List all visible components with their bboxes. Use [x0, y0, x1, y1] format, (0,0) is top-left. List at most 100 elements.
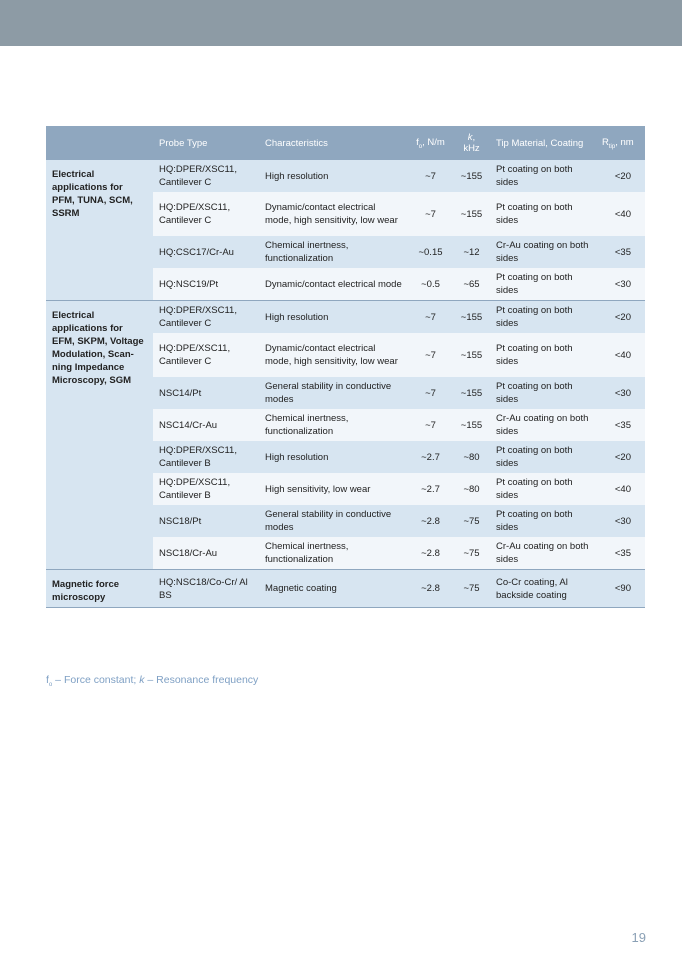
resonance-cell: ~65 — [453, 268, 490, 301]
probe-type-cell: NSC14/Cr-Au — [153, 409, 259, 441]
tip-radius-cell: <20 — [596, 441, 645, 473]
resonance-cell: ~155 — [453, 377, 490, 409]
header-tip-radius: Rtip, nm — [596, 126, 645, 160]
table-row: Magnetic force microscopy HQ:NSC18/Co-Cr/… — [46, 569, 645, 608]
characteristics-cell: Chemical inertness, functionalization — [259, 537, 408, 570]
force-constant-cell: ~0.5 — [408, 268, 453, 301]
characteristics-cell: General stability in conductive modes — [259, 377, 408, 409]
tip-radius-cell: <35 — [596, 409, 645, 441]
tip-material-cell: Pt coating on both sides — [490, 377, 596, 409]
probe-type-cell: HQ:NSC19/Pt — [153, 268, 259, 301]
tip-material-cell: Cr-Au coating on both sides — [490, 236, 596, 268]
group-label: Electrical applications for PFM, TUNA, S… — [46, 160, 153, 301]
header-tip-material: Tip Material, Coating — [490, 126, 596, 160]
tip-radius-cell: <20 — [596, 300, 645, 333]
page-number: 19 — [631, 930, 646, 945]
table-row: HQ:DPE/XSC11, Cantilever C Dynamic/contac… — [46, 192, 645, 236]
tip-material-cell: Pt coating on both sides — [490, 441, 596, 473]
probe-type-cell: HQ:DPER/XSC11, Cantilever C — [153, 300, 259, 333]
tip-radius-cell: <20 — [596, 160, 645, 192]
characteristics-cell: General stability in conductive modes — [259, 505, 408, 537]
force-constant-cell: ~7 — [408, 333, 453, 377]
table-row: Electrical applications for PFM, TUNA, S… — [46, 160, 645, 301]
resonance-cell: ~155 — [453, 160, 490, 192]
force-constant-cell: ~2.7 — [408, 441, 453, 473]
tip-radius-cell: <35 — [596, 236, 645, 268]
force-constant-cell: ~2.8 — [408, 505, 453, 537]
characteristics-cell: High resolution — [259, 441, 408, 473]
force-constant-cell: ~2.7 — [408, 473, 453, 505]
group-label: Magnetic force microscopy — [46, 569, 153, 608]
table-header: Probe Type Characteristics fo, N/m k, kH… — [46, 126, 645, 160]
resonance-cell: ~80 — [453, 441, 490, 473]
characteristics-cell: High resolution — [259, 160, 408, 192]
force-constant-cell: ~7 — [408, 409, 453, 441]
resonance-cell: ~155 — [453, 333, 490, 377]
probe-type-cell: HQ:CSC17/Cr-Au — [153, 236, 259, 268]
tip-radius-cell: <30 — [596, 377, 645, 409]
force-constant-cell: ~0.15 — [408, 236, 453, 268]
header-group — [46, 126, 153, 160]
table-row: NSC18/Pt General stability in conductive … — [46, 505, 645, 537]
table-row: HQ:CSC17/Cr-Au Chemical inertness, functi… — [46, 236, 645, 268]
tip-radius-cell: <40 — [596, 473, 645, 505]
characteristics-cell: Chemical inertness, functionalization — [259, 236, 408, 268]
force-constant-cell: ~7 — [408, 160, 453, 192]
resonance-cell: ~75 — [453, 537, 490, 570]
tip-material-cell: Pt coating on both sides — [490, 333, 596, 377]
characteristics-cell: High resolution — [259, 300, 408, 333]
force-constant-cell: ~7 — [408, 192, 453, 236]
table-row: NSC14/Pt General stability in conductive … — [46, 377, 645, 409]
probe-type-cell: NSC18/Pt — [153, 505, 259, 537]
probe-type-cell: HQ:DPER/XSC11, Cantilever C — [153, 160, 259, 192]
table-row: HQ:DPE/XSC11, Cantilever B High sensitivi… — [46, 473, 645, 505]
probe-type-cell: NSC18/Cr-Au — [153, 537, 259, 570]
tip-radius-cell: <30 — [596, 505, 645, 537]
tip-radius-cell: <40 — [596, 192, 645, 236]
tip-radius-cell: <90 — [596, 569, 645, 608]
tip-material-cell: Pt coating on both sides — [490, 505, 596, 537]
resonance-cell: ~155 — [453, 409, 490, 441]
resonance-cell: ~75 — [453, 505, 490, 537]
probe-type-cell: HQ:DPE/XSC11, Cantilever C — [153, 192, 259, 236]
characteristics-cell: Dynamic/contact electrical mode, high se… — [259, 192, 408, 236]
probe-type-cell: HQ:NSC18/Co-Cr/ Al BS — [153, 569, 259, 608]
table-row: HQ:NSC19/Pt Dynamic/contact electrical mo… — [46, 268, 645, 301]
resonance-cell: ~155 — [453, 300, 490, 333]
header-force-constant: fo, N/m — [408, 126, 453, 160]
table-row: NSC14/Cr-Au Chemical inertness, functiona… — [46, 409, 645, 441]
force-constant-cell: ~7 — [408, 377, 453, 409]
footnote: fo – Force constant; k – Resonance frequ… — [46, 674, 259, 689]
tip-material-cell: Pt coating on both sides — [490, 268, 596, 301]
table-row: Electrical applications for EFM, SKPM, V… — [46, 300, 645, 570]
probe-table: Probe Type Characteristics fo, N/m k, kH… — [46, 126, 645, 608]
tip-material-cell: Cr-Au coating on both sides — [490, 537, 596, 570]
tip-radius-cell: <40 — [596, 333, 645, 377]
resonance-cell: ~80 — [453, 473, 490, 505]
table-row: NSC18/Cr-Au Chemical inertness, functiona… — [46, 537, 645, 570]
header-probe-type: Probe Type — [153, 126, 259, 160]
force-constant-cell: ~2.8 — [408, 569, 453, 608]
group-label: Electrical applications for EFM, SKPM, V… — [46, 300, 153, 570]
probe-type-cell: HQ:DPER/XSC11, Cantilever B — [153, 441, 259, 473]
header-characteristics: Characteristics — [259, 126, 408, 160]
characteristics-cell: Dynamic/contact electrical mode — [259, 268, 408, 301]
table-row: HQ:DPER/XSC11, Cantilever B High resoluti… — [46, 441, 645, 473]
tip-material-cell: Pt coating on both sides — [490, 300, 596, 333]
tip-material-cell: Cr-Au coating on both sides — [490, 409, 596, 441]
top-banner — [0, 0, 682, 46]
tip-material-cell: Pt coating on both sides — [490, 473, 596, 505]
tip-material-cell: Pt coating on both sides — [490, 160, 596, 192]
tip-radius-cell: <30 — [596, 268, 645, 301]
characteristics-cell: Dynamic/contact electrical mode, high se… — [259, 333, 408, 377]
table-row: HQ:DPE/XSC11, Cantilever C Dynamic/contac… — [46, 333, 645, 377]
probe-type-cell: NSC14/Pt — [153, 377, 259, 409]
characteristics-cell: Magnetic coating — [259, 569, 408, 608]
resonance-cell: ~12 — [453, 236, 490, 268]
tip-material-cell: Pt coating on both sides — [490, 192, 596, 236]
probe-type-cell: HQ:DPE/XSC11, Cantilever B — [153, 473, 259, 505]
resonance-cell: ~155 — [453, 192, 490, 236]
characteristics-cell: Chemical inertness, functionalization — [259, 409, 408, 441]
header-resonance: k, kHz — [453, 126, 490, 160]
tip-radius-cell: <35 — [596, 537, 645, 570]
